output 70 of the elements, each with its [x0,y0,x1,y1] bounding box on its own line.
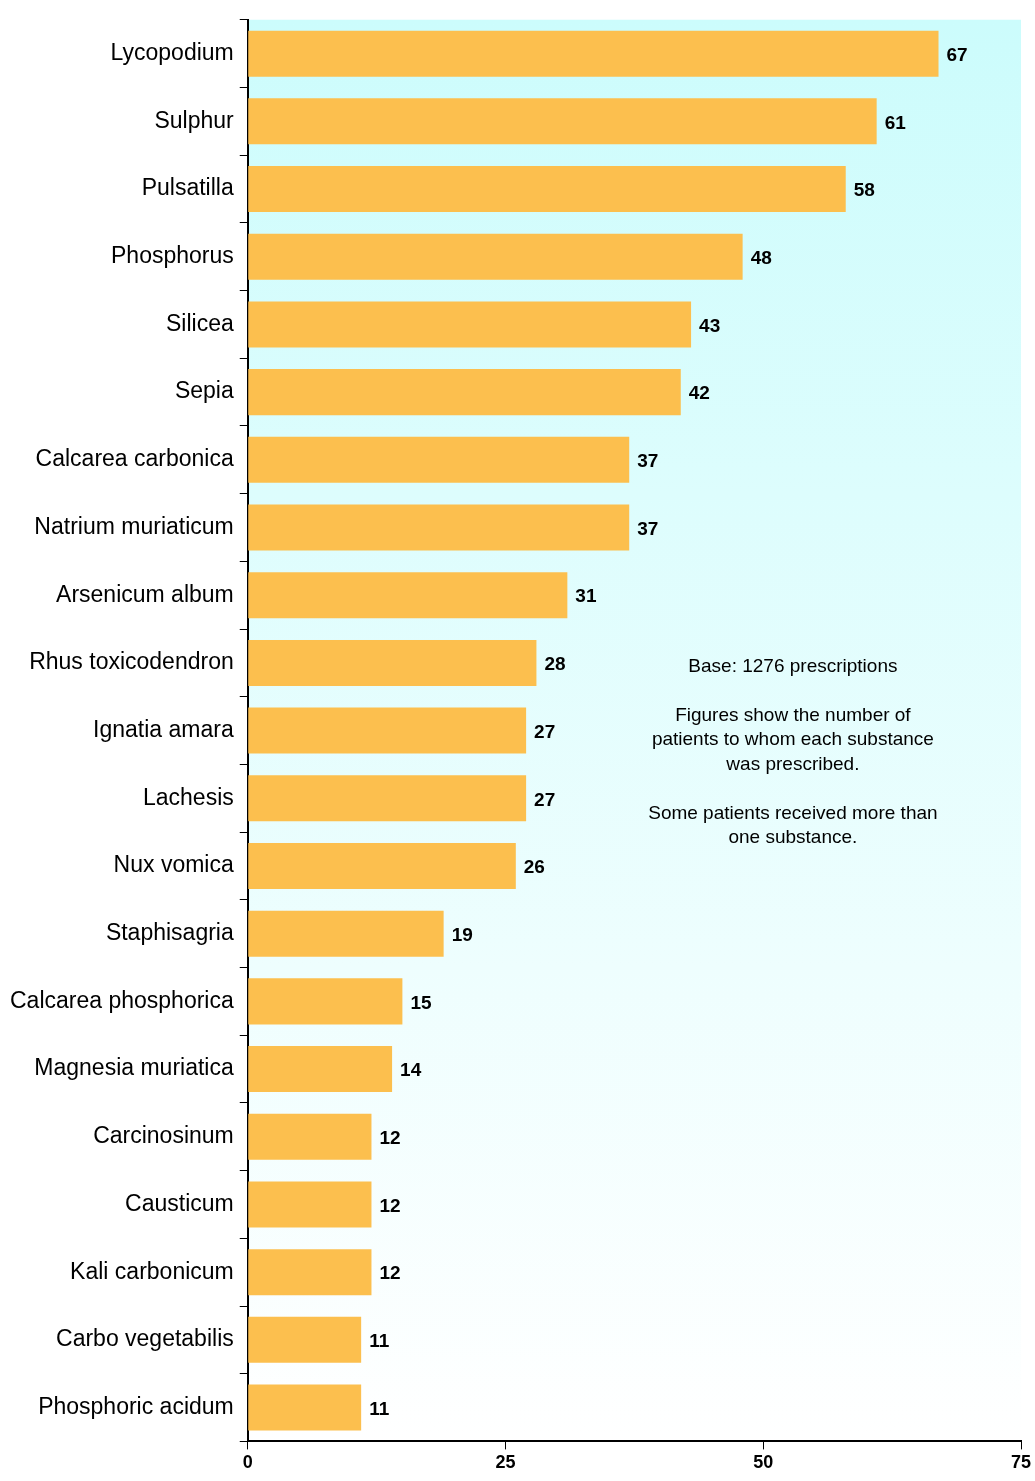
y-tick-label: Kali carbonicum [70,1257,234,1284]
bar [248,639,537,686]
bar [248,978,403,1025]
y-tick-label: Staphisagria [105,919,234,946]
x-tick-label: 75 [1010,1452,1032,1473]
data-label: 14 [400,1059,422,1081]
y-tick-label: Lycopodium [110,38,234,65]
data-label: 42 [688,382,710,404]
bar [248,707,527,754]
data-label: 19 [451,923,473,945]
bar [248,436,630,483]
y-tick-label: Sepia [174,377,234,404]
y-tick-label: Calcarea carbonica [35,445,234,472]
data-label: 27 [534,788,556,810]
y-tick-label: Natrium muriaticum [34,512,234,539]
bar [248,1046,393,1093]
y-tick-label: Silicea [165,309,234,336]
data-label: 26 [523,856,545,878]
data-label: 12 [379,1127,401,1149]
annotation: Figures show the number of patients to whom each substance was prescribed. [651,703,934,774]
y-tick-label: Lachesis [142,783,234,810]
data-label: 61 [884,111,907,133]
data-label: 58 [853,179,875,201]
bar [248,504,630,551]
y-tick-label: Arsenicum album [56,580,234,607]
bar [248,1181,372,1228]
data-label: 27 [534,720,556,742]
x-tick-label: 50 [753,1452,774,1473]
y-tick-label: Magnesia muriatica [34,1054,234,1081]
y-tick-label: Phosphorus [110,242,234,269]
y-tick-label: Rhus toxicodendron [29,648,234,675]
y-tick-label: Pulsatilla [141,174,234,201]
bar [248,233,743,280]
data-label: 11 [369,1330,390,1352]
y-tick-label: Causticum [125,1189,234,1216]
x-tick-label: 0 [242,1452,253,1473]
data-label: 12 [379,1194,401,1216]
bar [248,98,877,145]
bar [248,1316,362,1363]
bar [248,166,846,213]
data-label: 28 [544,653,566,675]
data-label: 11 [369,1397,390,1419]
data-label: 15 [410,991,432,1013]
y-tick-label: Phosphoric acidum [38,1392,234,1419]
y-tick-label: Ignatia amara [93,715,234,742]
y-tick-label: Carcinosinum [93,1122,234,1149]
bar [248,1384,362,1431]
annotation: Some patients received more than one substance. [648,801,938,848]
y-tick-label: Carbo vegetabilis [56,1325,234,1352]
data-label: 67 [946,43,968,65]
bar [248,301,692,348]
bar [248,1113,372,1160]
y-tick-label: Sulphur [154,106,235,133]
annotation: Base: 1276 prescriptions [688,654,898,676]
data-label: 31 [575,585,597,607]
bar [248,775,527,822]
data-label: 43 [699,314,721,336]
data-label: 37 [637,450,659,472]
data-label: 37 [637,517,659,539]
bar [248,910,444,957]
bar [248,572,568,619]
data-label: 48 [750,246,772,268]
bar [248,30,939,77]
bar [248,842,516,890]
x-tick-label: 25 [495,1452,516,1473]
data-label: 12 [379,1262,401,1284]
bar [248,1249,372,1296]
y-tick-label: Calcarea phosphorica [9,986,234,1013]
y-tick-label: Nux vomica [113,851,234,878]
bar [248,369,681,416]
